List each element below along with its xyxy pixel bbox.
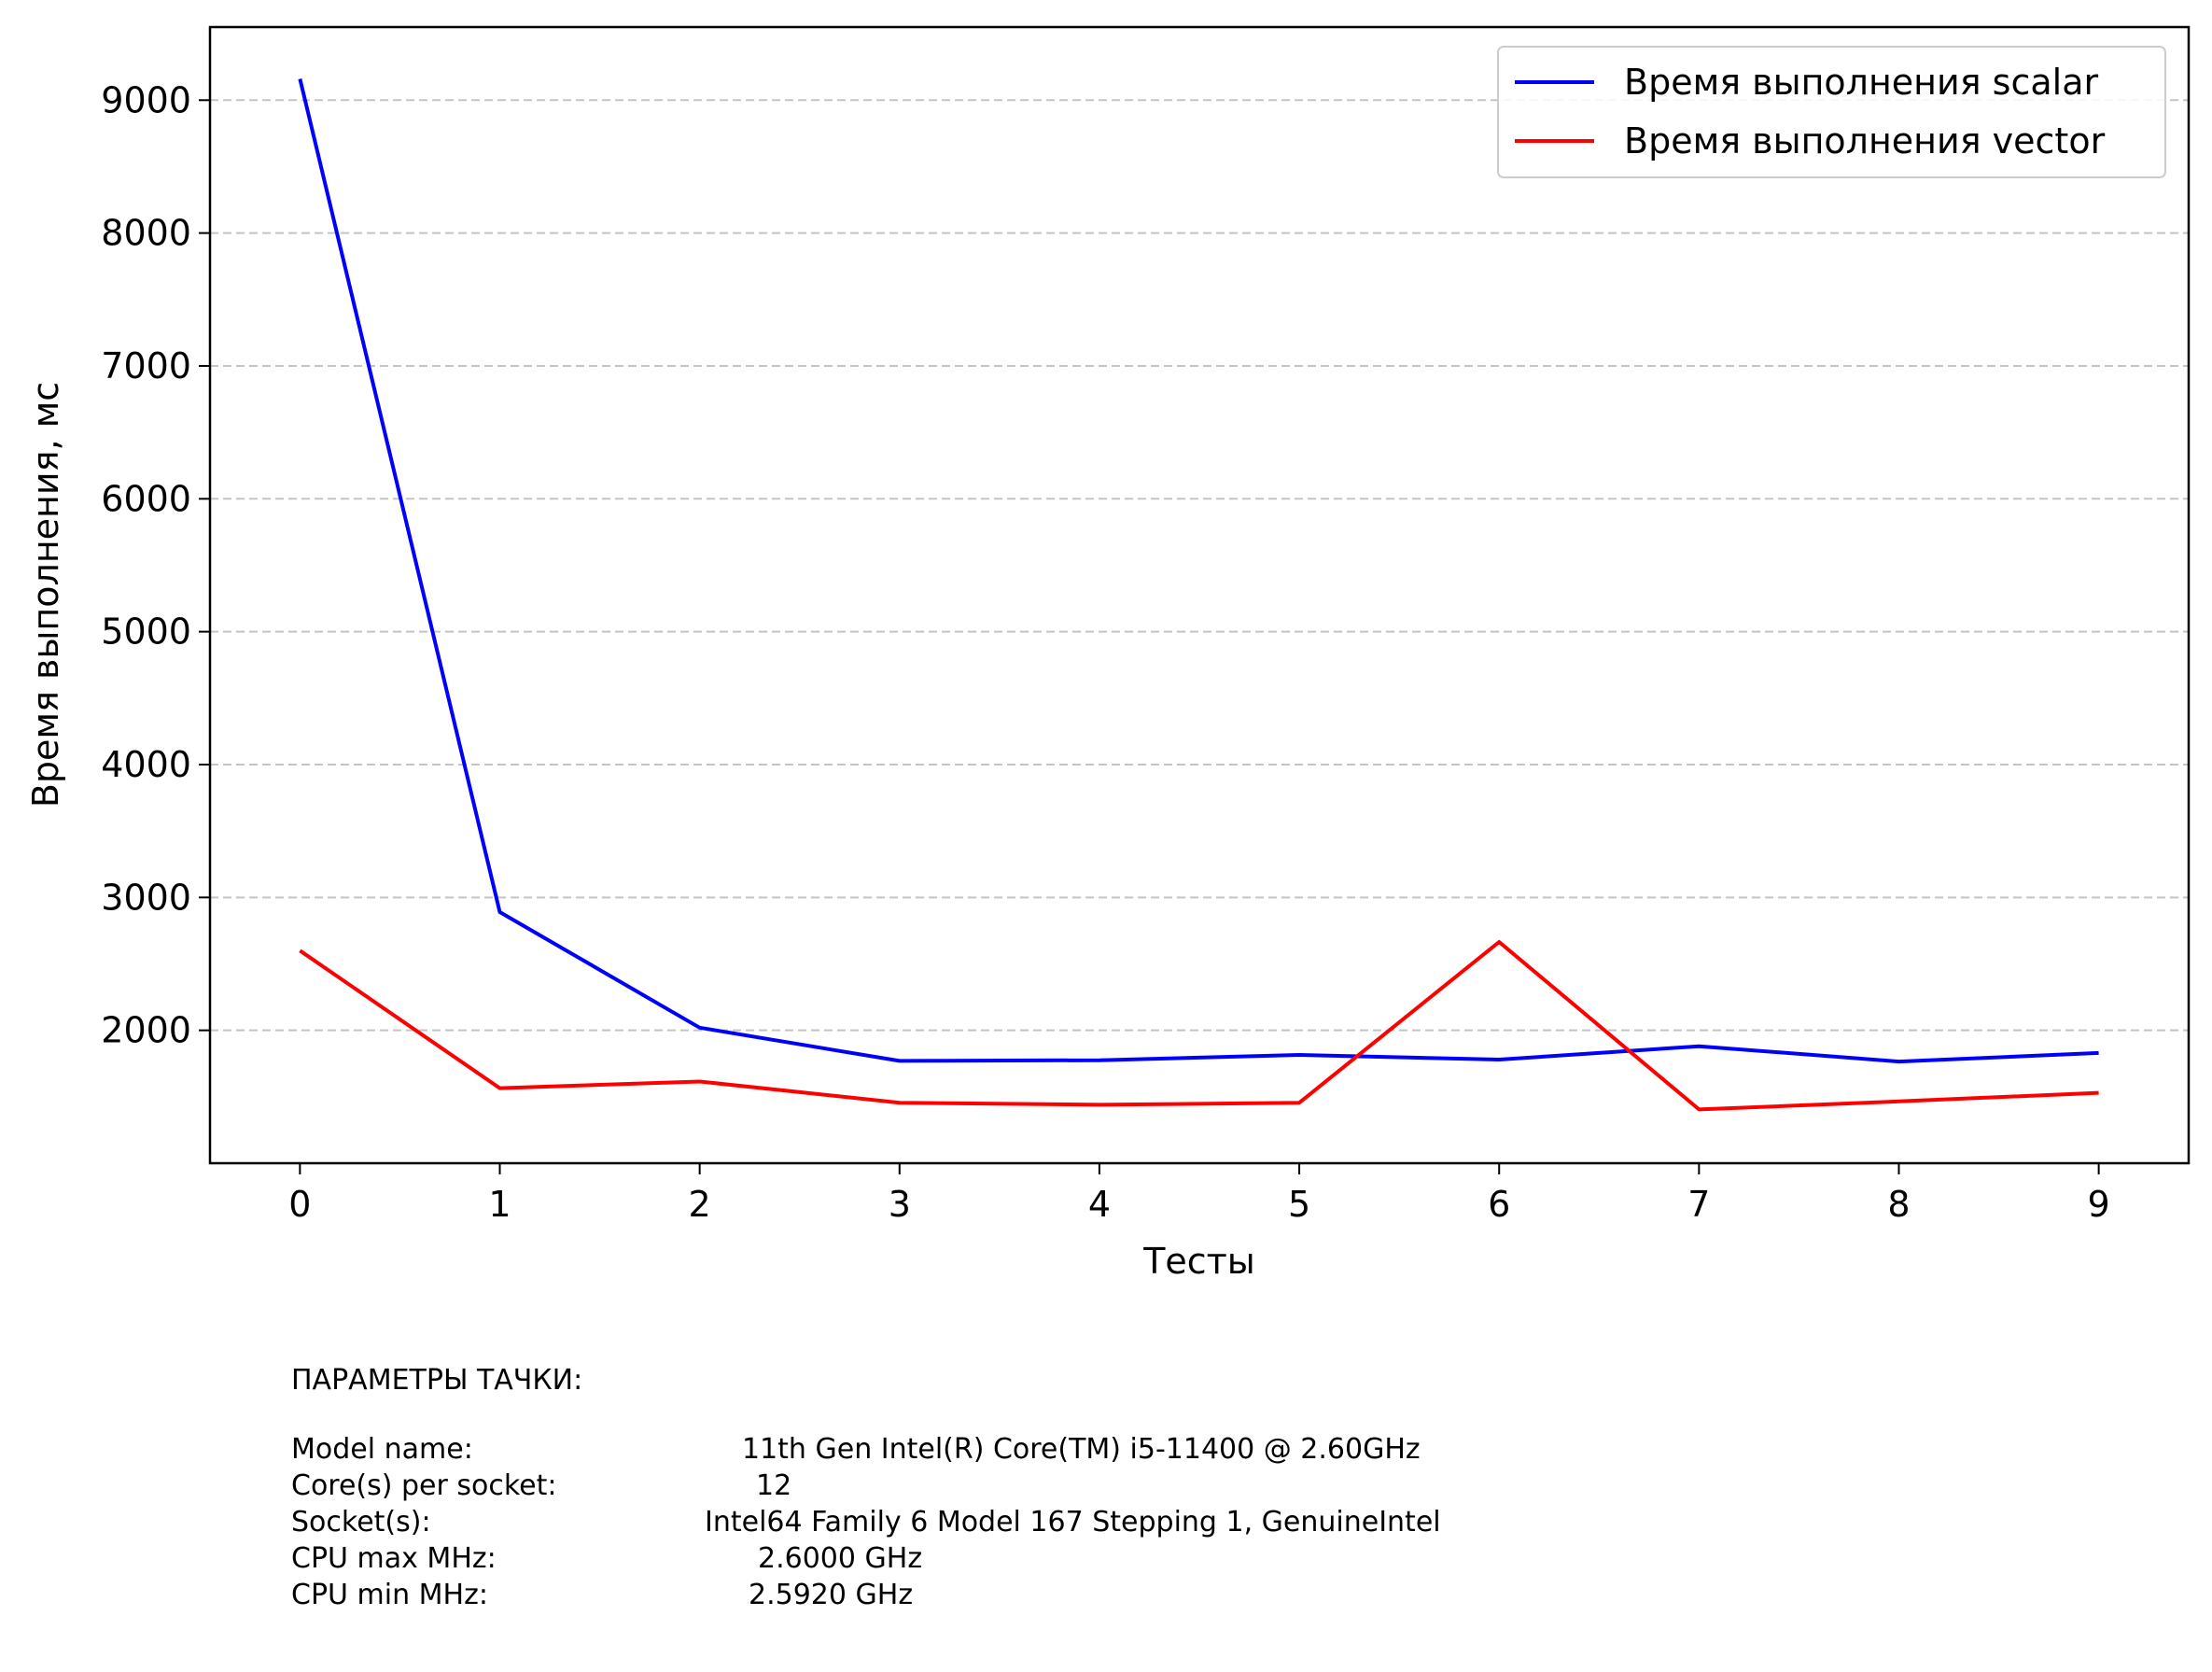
x-tick-label: 2 [689,1184,711,1225]
x-axis-label: Тесты [1142,1241,1255,1282]
machine-info-heading: ПАРАМЕТРЫ ТАЧКИ: [291,1364,582,1397]
y-tick-label: 5000 [101,611,191,653]
x-tick-label: 8 [1887,1184,1910,1225]
y-axis-label: Время выполнения, мс [25,382,66,808]
machine-info-value: 2.6000 GHz [758,1542,922,1575]
legend: Время выполнения scalar Время выполнения … [1497,46,2166,178]
y-tick-label: 7000 [101,345,191,386]
legend-label: Время выполнения scalar [1624,62,2098,103]
x-tick-label: 3 [889,1184,911,1225]
x-axis: 0 1 2 3 4 5 6 7 8 9 [288,1163,2110,1225]
y-tick-label: 8000 [101,213,191,254]
x-tick-label: 5 [1288,1184,1310,1225]
machine-info-value: Intel64 Family 6 Model 167 Stepping 1, G… [705,1506,1441,1539]
machine-info-key: Core(s) per socket: [291,1469,557,1502]
machine-info: ПАРАМЕТРЫ ТАЧКИ: Model name: 11th Gen Inte… [291,1364,1441,1611]
machine-info-value: 11th Gen Intel(R) Core(TM) i5-11400 @ 2.… [742,1433,1421,1466]
series-line-scalar [298,78,2099,1064]
y-tick-label: 4000 [101,744,191,785]
y-tick-label: 3000 [101,877,191,918]
y-tick-label: 9000 [101,79,191,120]
x-tick-label: 0 [288,1184,311,1225]
machine-info-value: 12 [756,1469,791,1502]
series-line-vector [299,940,2099,1112]
x-tick-label: 7 [1687,1184,1710,1225]
legend-box [1497,46,2166,178]
series-layer [298,78,2099,1112]
y-axis: 2000 3000 4000 5000 6000 7000 8000 9000 [101,79,210,1051]
x-tick-label: 1 [488,1184,511,1225]
machine-info-key: Model name: [291,1433,473,1466]
x-tick-label: 4 [1088,1184,1111,1225]
y-tick-label: 6000 [101,478,191,519]
x-tick-label: 6 [1488,1184,1510,1225]
plot-frame [208,25,2191,1165]
x-tick-label: 9 [2088,1184,2110,1225]
y-tick-label: 2000 [101,1010,191,1051]
machine-info-key: CPU min MHz: [291,1579,488,1611]
machine-info-value: 2.5920 GHz [749,1579,913,1611]
legend-label: Время выполнения vector [1624,120,2106,162]
machine-info-key: Socket(s): [291,1506,431,1539]
machine-info-key: CPU max MHz: [291,1542,497,1575]
